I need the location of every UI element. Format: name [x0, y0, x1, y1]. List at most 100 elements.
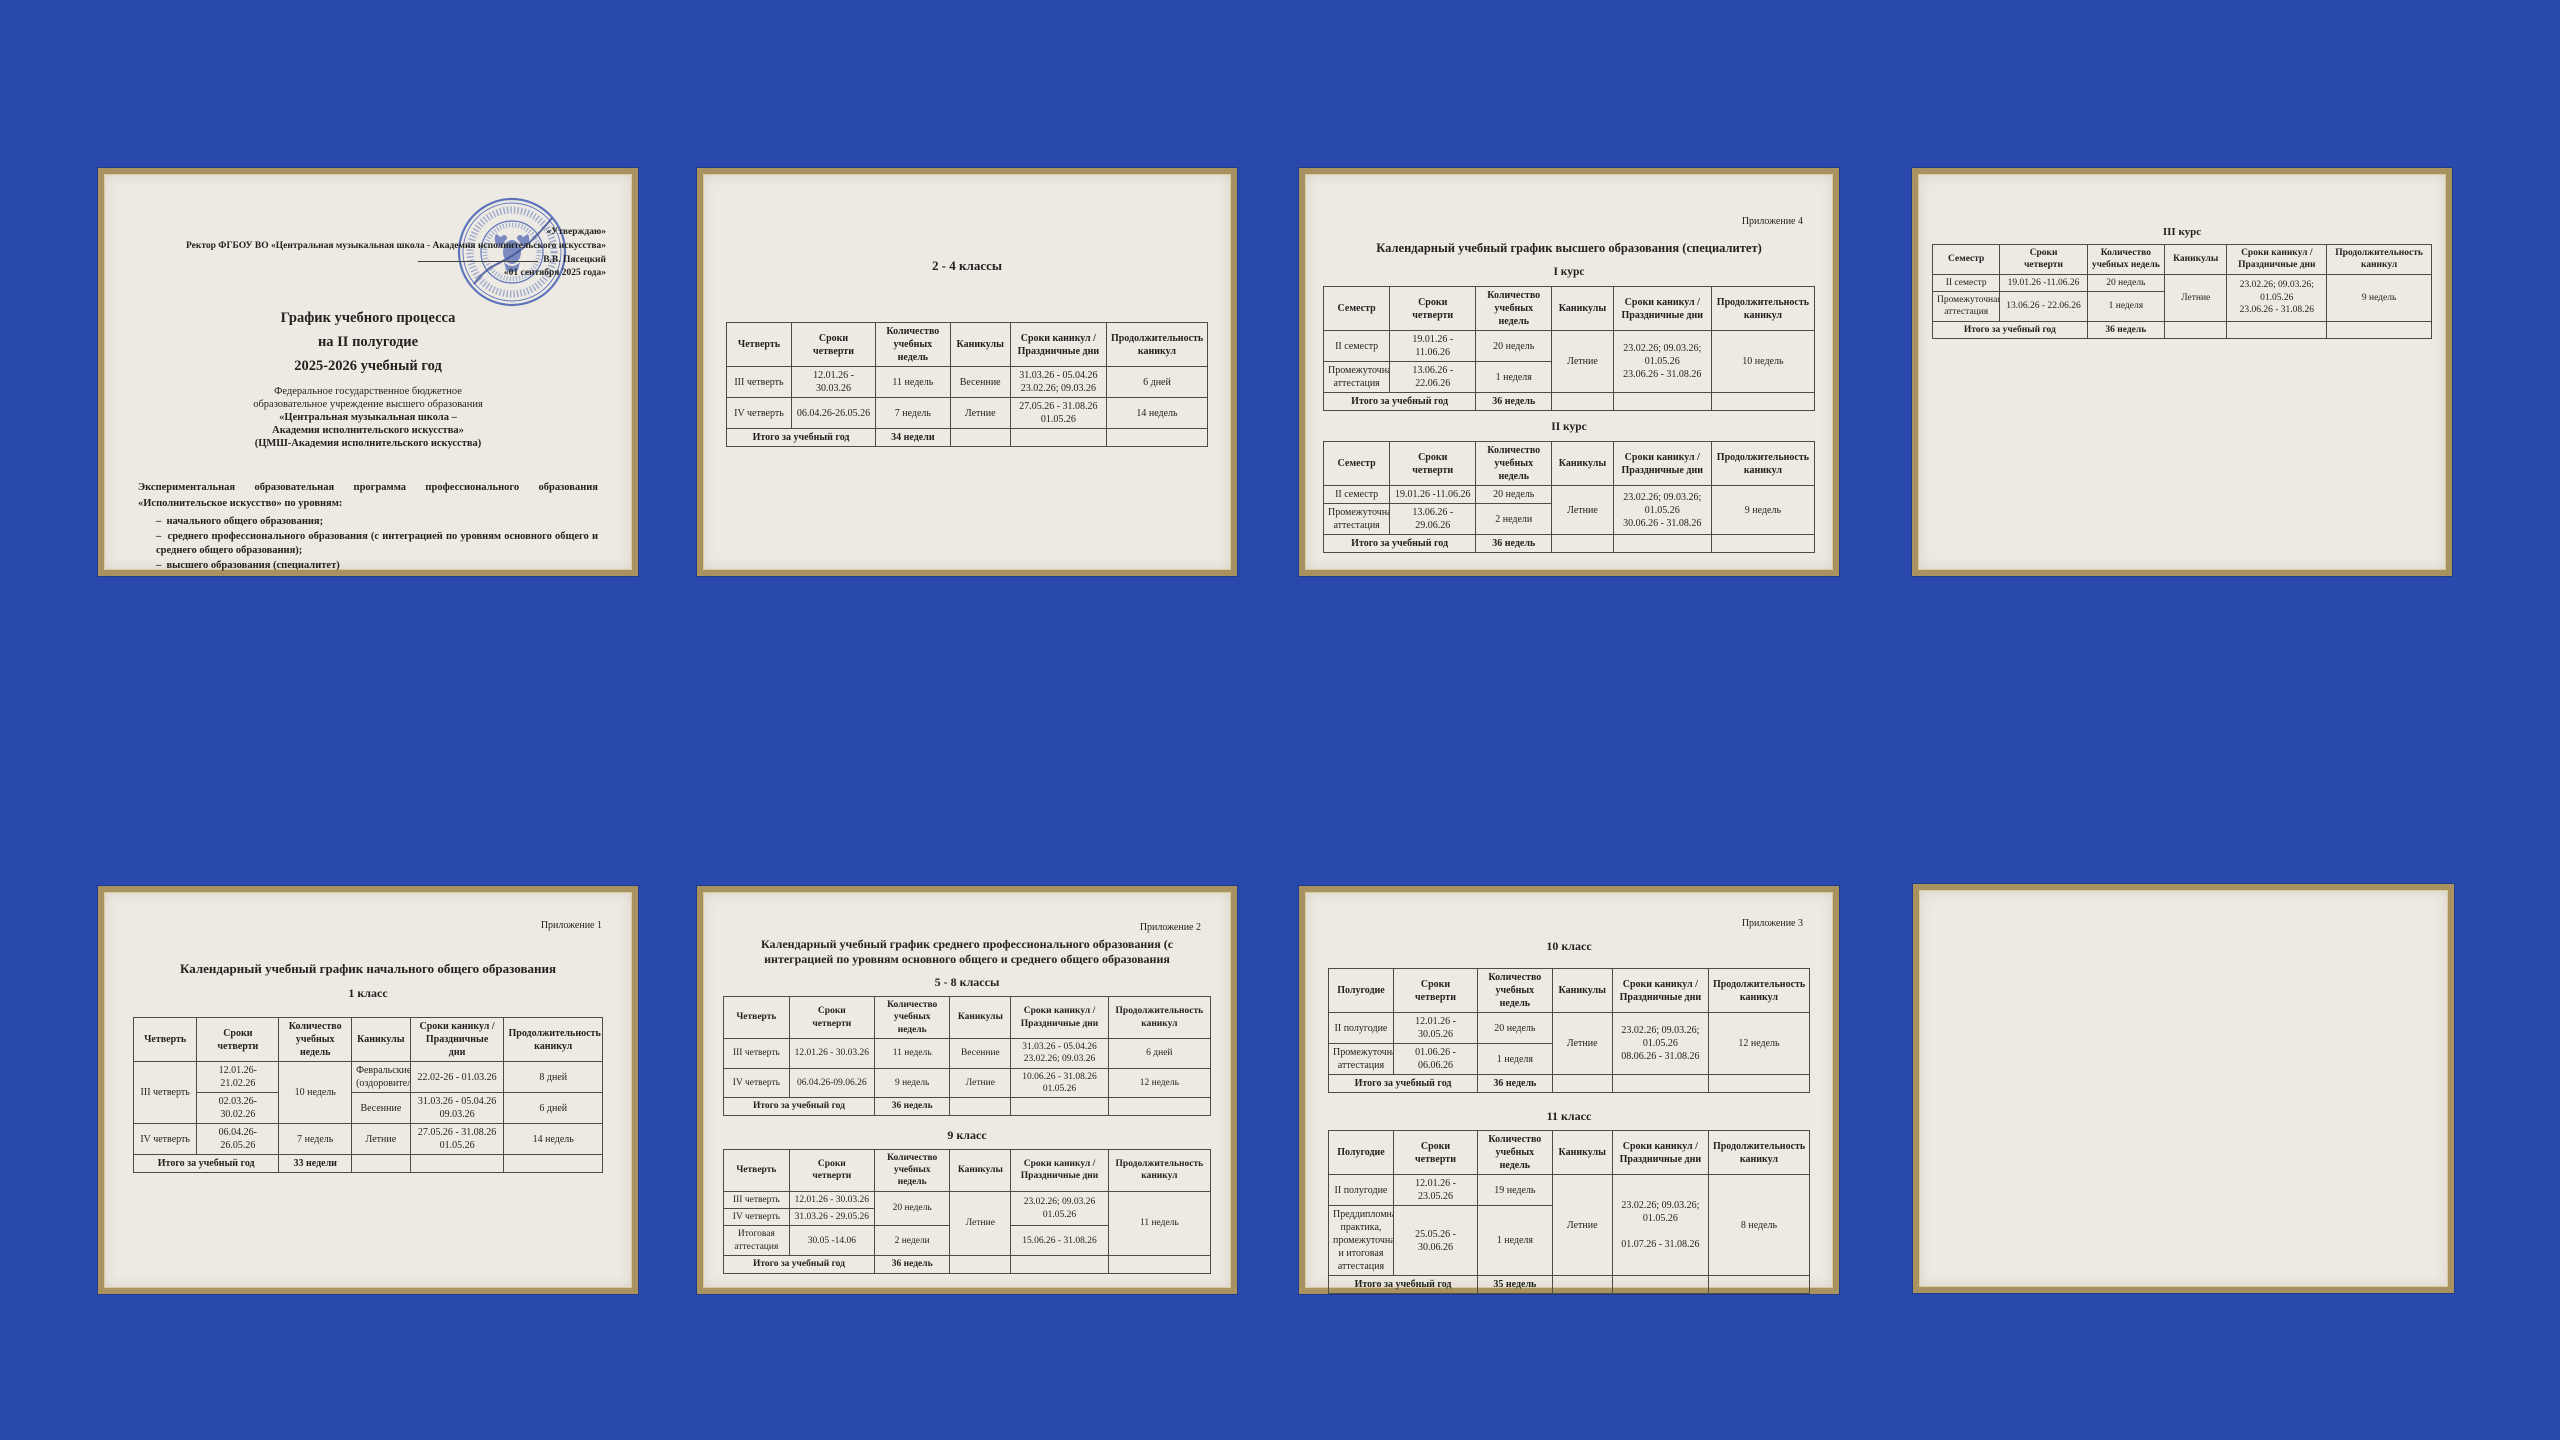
table-cell: 22.02-26 - 01.03.26	[409, 1061, 505, 1093]
table-row: 02.03.26-30.02.26 Весенние 31.03.26 - 05.0…	[134, 1092, 603, 1124]
column-header: Количество учебных недель	[1475, 441, 1553, 486]
table-cell: Промежуточная аттестация	[1322, 361, 1391, 393]
organization-block: Федеральное государственное бюджетное об…	[253, 385, 483, 450]
schedule-table-grades-5-8: Четверть Сроки четверти Количество учебных…	[723, 995, 1212, 1116]
table-cell	[2226, 320, 2328, 340]
column-header: Каникулы	[1551, 1130, 1613, 1175]
grade-11-subtitle: 11 класс	[1546, 1109, 1592, 1123]
page-grades-10-11: Приложение 3 10 класс Полугодие Сроки чет…	[1299, 886, 1839, 1294]
table-header-row: Четверть Сроки четверти Количество учебных…	[726, 322, 1209, 367]
approval-signature-line: В.В. Пясецкий	[164, 254, 606, 268]
column-header: Продолжительность каникул	[1107, 1148, 1212, 1192]
table-row: Итого за учебный год 36 недель	[723, 1255, 1212, 1274]
table-cell: 19.01.26 -11.06.26	[1999, 273, 2088, 293]
list-item: начального общего образования;	[156, 515, 598, 530]
column-header: Сроки четверти	[1389, 441, 1477, 486]
table-cell: 6 дней	[1107, 1038, 1212, 1069]
column-header: Семестр	[1322, 286, 1391, 331]
table-row: III четверть 12.01.26 - 30.03.26 11 недель…	[723, 1038, 1212, 1069]
table-cell: 23.02.26; 09.03.26; 01.05.26 30.06.26 - …	[1612, 485, 1712, 535]
table-cell: 35 недель	[1477, 1275, 1553, 1294]
table-cell: 10 недель	[278, 1061, 353, 1124]
column-header: Семестр	[1931, 244, 2001, 275]
page-title: 2 - 4 классы	[931, 258, 1003, 273]
column-header: Количество учебных недель	[1475, 286, 1553, 331]
table-cell: 14 недель	[503, 1123, 603, 1155]
table-cell: 13.06.26 - 22.06.26	[1999, 291, 2088, 322]
column-header: Полугодие	[1328, 1130, 1394, 1175]
table-cell: II семестр	[1931, 273, 2001, 293]
page-title-sheet: «Утверждаю» Ректор ФГБОУ ВО «Центральная…	[98, 168, 638, 576]
table-cell: III четверть	[723, 1190, 790, 1210]
table-cell: Итого за учебный год	[723, 1255, 875, 1274]
column-header: Количество учебных недель	[875, 322, 951, 367]
table-cell: 31.03.26 - 29.05.26	[788, 1208, 875, 1227]
table-cell: 19.01.26 - 11.06.26	[1389, 330, 1477, 362]
table-cell	[1612, 534, 1712, 553]
column-header: Сроки четверти	[790, 322, 877, 367]
schedule-table-course-2: Семестр Сроки четверти Количество учебных …	[1322, 441, 1816, 553]
table-cell: 06.04.26-09.06.26	[788, 1067, 875, 1099]
table-row: III четверть 12.01.26 - 30.03.26 11 недель…	[726, 366, 1209, 398]
column-header: Продолжительность каникул	[1105, 322, 1209, 367]
table-cell: Летние	[949, 397, 1011, 429]
table-cell: 36 недель	[2086, 320, 2166, 340]
table-row: Итого за учебный год 35 недель	[1327, 1275, 1811, 1294]
column-header: Каникулы	[351, 1017, 411, 1062]
column-header: Сроки четверти	[1392, 1130, 1479, 1175]
table-cell: 31.03.26 - 05.04.26 09.03.26	[409, 1092, 505, 1124]
table-row: Промежуточная аттестация 13.06.26 - 29.06…	[1322, 503, 1815, 535]
table-cell: 8 дней	[503, 1061, 603, 1093]
pen-signature-stroke	[473, 217, 553, 285]
table-cell: II семестр	[1322, 330, 1391, 362]
table-cell: 11 недель	[875, 366, 951, 398]
column-header: Сроки каникул / Праздничные дни	[1611, 968, 1709, 1013]
column-header: Продолжительность каникул	[503, 1017, 603, 1062]
table-cell	[503, 1154, 603, 1173]
table-cell: 31.03.26 - 05.04.26 23.02.26; 09.03.26	[1010, 1038, 1109, 1069]
column-header: Продолжительность каникул	[1107, 995, 1212, 1040]
page-grades-2-4: 2 - 4 классы Четверть Сроки четверти Колич…	[697, 168, 1237, 576]
table-cell: Весенние	[949, 366, 1011, 398]
table-cell: Итого за учебный год	[1322, 534, 1477, 553]
table-cell: Летние	[1551, 1174, 1613, 1276]
table-cell: 13.06.26 - 22.06.26	[1389, 361, 1477, 393]
table-cell	[1551, 1074, 1613, 1093]
table-cell: IV четверть	[726, 397, 792, 429]
table-cell: 19 недель	[1477, 1174, 1553, 1206]
course-1-subtitle: I курс	[1553, 266, 1585, 278]
table-cell	[949, 428, 1011, 447]
column-header: Сроки каникул / Праздничные дни	[1009, 322, 1107, 367]
table-header-row: Полугодие Сроки четверти Количество учебны…	[1328, 1130, 1811, 1175]
column-header: Количество учебных недель	[1477, 1130, 1553, 1175]
table-cell: 31.03.26 - 05.04.26 23.02.26; 09.03.26	[1009, 366, 1107, 398]
column-header: Сроки четверти	[788, 995, 875, 1040]
list-item: среднего профессионального образования (…	[156, 530, 598, 559]
table-cell: 36 недель	[1475, 392, 1553, 411]
table-cell	[1612, 392, 1712, 411]
column-header: Четверть	[132, 1017, 198, 1062]
annex-label: Приложение 1	[540, 920, 602, 931]
table-cell: Летние	[1551, 485, 1614, 535]
table-cell	[1009, 428, 1107, 447]
column-header: Четверть	[723, 995, 790, 1040]
column-header: Сроки четверти	[1999, 244, 2088, 275]
table-cell: Итого за учебный год	[723, 1097, 875, 1116]
table-header-row: Семестр Сроки четверти Количество учебных …	[1322, 441, 1816, 486]
column-header: Продолжительность каникул	[1710, 286, 1816, 331]
table-cell: Весенние	[351, 1092, 411, 1124]
table-cell: 23.02.26; 09.03.26; 01.05.26 23.06.26 - …	[1612, 330, 1712, 393]
table-cell: Летние	[949, 1067, 1012, 1099]
table-row: II полугодие 12.01.26 - 23.05.26 19 недель…	[1328, 1174, 1811, 1276]
table-cell: III четверть	[132, 1061, 198, 1124]
table-cell: 25.05.26 - 30.06.26	[1392, 1205, 1479, 1276]
table-cell	[949, 1255, 1012, 1274]
table-cell: 36 недель	[1475, 534, 1553, 553]
table-cell	[1710, 534, 1816, 553]
approval-rector-line: Ректор ФГБОУ ВО «Центральная музыкальная…	[185, 240, 606, 251]
table-cell: 06.04.26-26.05.26	[790, 397, 877, 429]
table-row: III четверть 12.01.26-21.02.26 10 недель Фе…	[132, 1061, 603, 1124]
table-cell	[1710, 392, 1816, 411]
table-cell: IV четверть	[132, 1123, 198, 1155]
table-row: II полугодие 12.01.26 - 30.05.26 20 недель…	[1328, 1012, 1811, 1075]
